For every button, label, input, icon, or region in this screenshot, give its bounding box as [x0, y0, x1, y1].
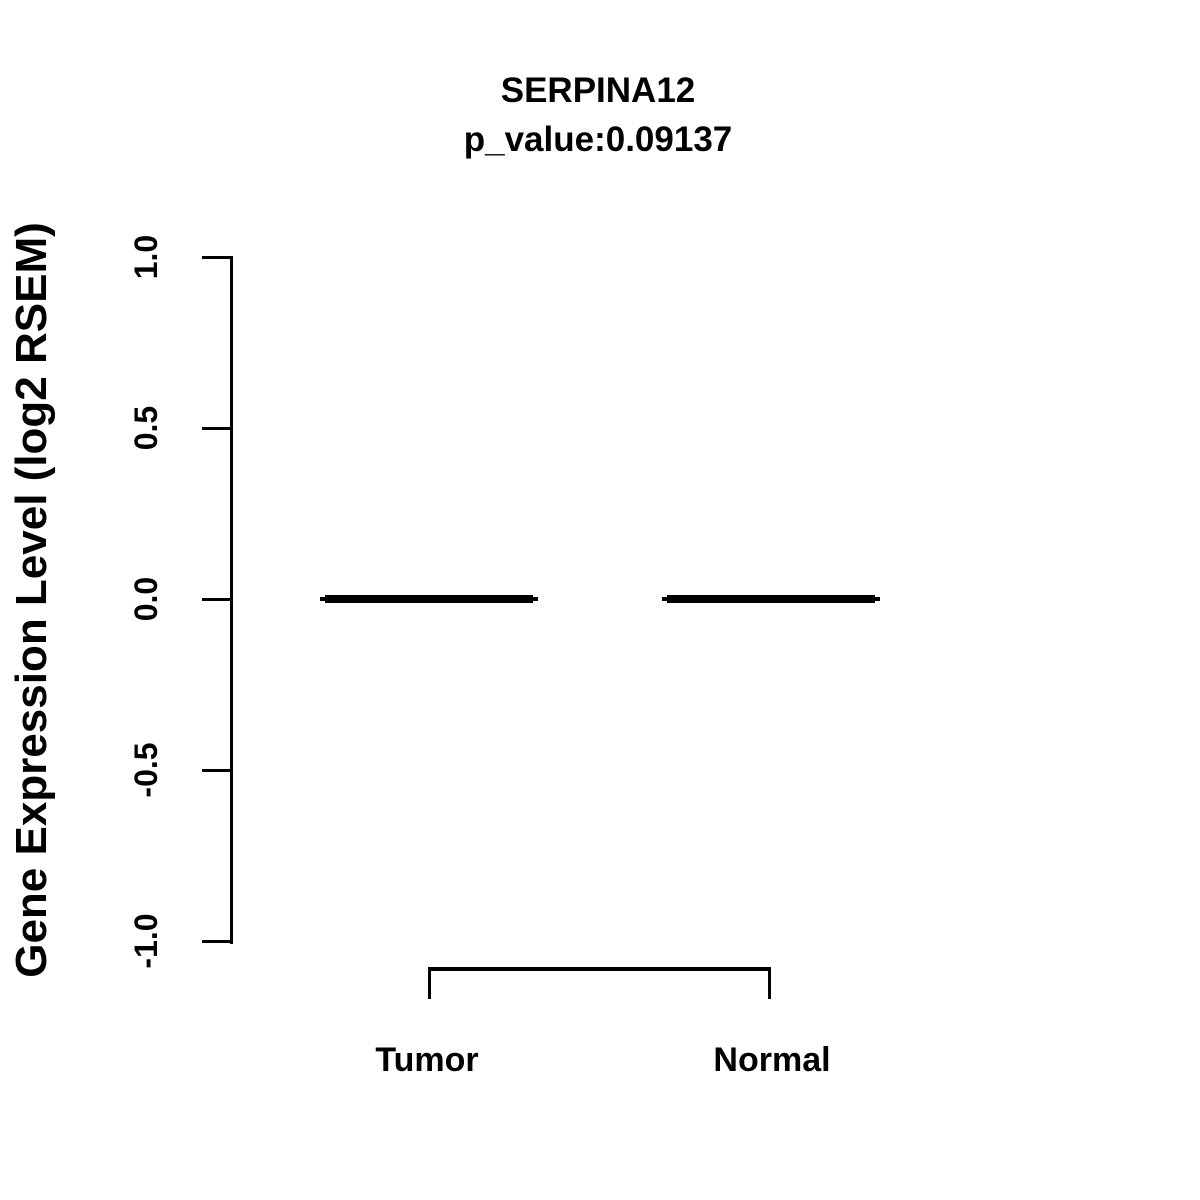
tumor-median-line [320, 595, 538, 603]
y-axis-tick-label: -1.0 [128, 913, 164, 969]
y-axis-tick [202, 598, 232, 601]
x-label-tumor: Tumor [375, 1041, 479, 1079]
normal-median-line [662, 595, 880, 603]
y-axis-tick [202, 940, 232, 943]
y-axis-tick-label: -0.5 [128, 742, 164, 798]
whisker-cap [320, 597, 326, 601]
chart-title-block: SERPINA12 p_value:0.09137 [0, 66, 1196, 164]
y-axis-tick-label: 1.0 [128, 234, 164, 280]
y-axis-tick [202, 256, 232, 259]
x-label-normal: Normal [713, 1041, 831, 1079]
whisker-cap [874, 597, 880, 601]
p-value-subtitle: p_value:0.09137 [463, 120, 733, 159]
comparison-bracket [428, 967, 771, 999]
gene-title: SERPINA12 [500, 71, 696, 110]
y-axis-tick-label: 0.5 [128, 405, 164, 451]
y-axis-tick [202, 427, 232, 430]
whisker-cap [662, 597, 668, 601]
y-axis-title: Gene Expression Level (log2 RSEM) [7, 222, 56, 978]
y-axis-tick [202, 769, 232, 772]
y-axis-tick-label: 0.0 [128, 576, 164, 622]
whisker-cap [532, 597, 538, 601]
